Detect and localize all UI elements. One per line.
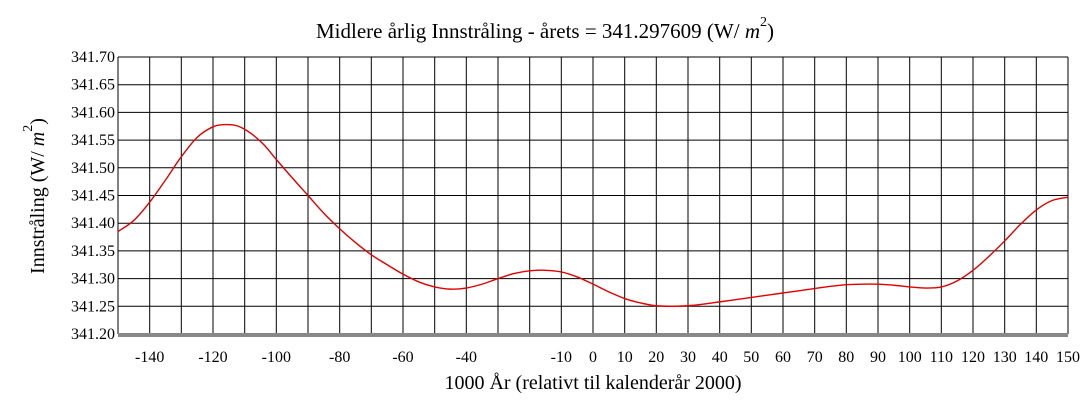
y-tick-label: 341.30 xyxy=(71,271,115,288)
x-tick-label: 90 xyxy=(870,349,886,366)
x-tick-label: 80 xyxy=(838,349,854,366)
x-tick-label: 60 xyxy=(775,349,791,366)
x-tick-label: -120 xyxy=(198,349,227,366)
x-tick-label: -60 xyxy=(392,349,413,366)
y-axis-label: Innstråling (W/ m2) xyxy=(21,118,49,274)
y-tick-label: 341.55 xyxy=(71,132,115,149)
y-tick-labels: 341.70 341.65 341.60 341.55 341.50 341.45 341.… xyxy=(71,49,115,343)
x-tick-label: 110 xyxy=(930,349,953,366)
x-tick-label: -40 xyxy=(456,349,477,366)
x-tick-label: 70 xyxy=(807,349,823,366)
x-tick-label: 50 xyxy=(743,349,759,366)
grid xyxy=(117,56,1069,337)
x-axis-label: 1000 År (relativt til kalenderår 2000) xyxy=(444,372,741,394)
x-tick-label: 150 xyxy=(1056,349,1080,366)
x-tick-label: -80 xyxy=(329,349,350,366)
x-tick-label: 120 xyxy=(961,349,985,366)
y-tick-label: 341.25 xyxy=(71,298,115,315)
x-tick-label: 20 xyxy=(648,349,664,366)
x-tick-label: 140 xyxy=(1024,349,1048,366)
y-tick-label: 341.70 xyxy=(71,49,115,66)
x-tick-label: 10 xyxy=(617,349,633,366)
x-tick-label: 30 xyxy=(680,349,696,366)
x-tick-label: -100 xyxy=(262,349,291,366)
x-tick-label: 0 xyxy=(589,349,597,366)
series-line xyxy=(117,123,1069,308)
y-tick-label: 341.35 xyxy=(71,243,115,260)
x-tick-label: -10 xyxy=(551,349,572,366)
chart-title: Midlere årlig Innstråling - årets = 341.… xyxy=(316,15,774,43)
y-tick-label: 341.60 xyxy=(71,104,115,121)
y-tick-label: 341.20 xyxy=(71,326,115,343)
y-tick-label: 341.40 xyxy=(71,215,115,232)
y-tick-label: 341.65 xyxy=(71,77,115,94)
y-tick-label: 341.50 xyxy=(71,160,115,177)
x-tick-labels: -140 -120 -100 -80 -60 -40 -10 0 10 20 30 40 50 60 70 8… xyxy=(135,349,1080,366)
y-tick-label: 341.45 xyxy=(71,188,115,205)
x-tick-label: 130 xyxy=(993,349,1017,366)
x-tick-label: 100 xyxy=(898,349,922,366)
x-tick-label: -140 xyxy=(135,349,164,366)
x-tick-label: 40 xyxy=(712,349,728,366)
